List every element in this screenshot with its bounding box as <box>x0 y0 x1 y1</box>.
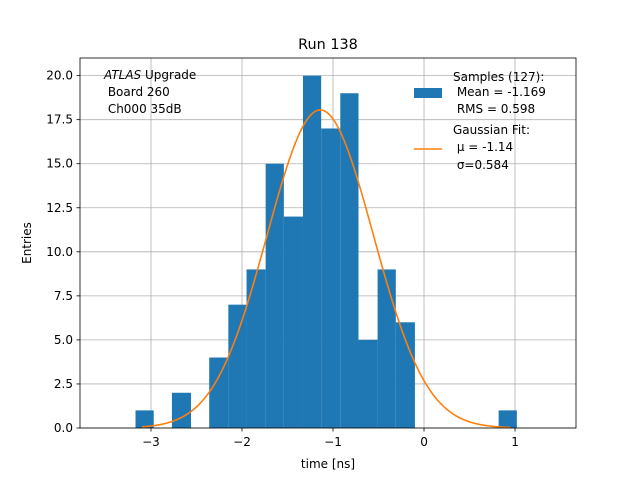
histogram-bar <box>395 322 415 428</box>
y-axis-label: Entries <box>20 222 34 264</box>
annotation-italic-word: ATLAS <box>103 68 142 82</box>
y-tick-label: 15.0 <box>46 157 73 171</box>
annotation-line-2: Board 260 <box>104 85 170 99</box>
histogram-bar <box>171 392 192 428</box>
x-axis-label: time [ns] <box>301 457 355 471</box>
x-tick-label: −1 <box>324 435 342 449</box>
chart-title: Run 138 <box>298 37 358 53</box>
histogram-bar <box>358 339 378 428</box>
gaussian-fit-curve <box>141 109 511 429</box>
y-tick-label: 7.5 <box>54 289 73 303</box>
x-tick-label: −2 <box>233 435 251 449</box>
annotation-line-1: ATLAS Upgrade <box>103 68 196 82</box>
y-tick-label: 2.5 <box>54 377 73 391</box>
atlas-annotation: ATLAS Upgrade Board 260 Ch000 35dB <box>103 68 196 116</box>
legend-histogram-swatch <box>414 88 442 98</box>
histogram-bar <box>377 269 396 428</box>
annotation-line-1-rest: Upgrade <box>141 68 196 82</box>
legend-fit-label: Gaussian Fit: <box>453 123 530 137</box>
legend-histogram-label: Samples (127): <box>453 70 544 84</box>
y-tick-label: 10.0 <box>46 245 73 259</box>
histogram-bar <box>209 357 229 428</box>
plot-frame <box>79 57 577 429</box>
legend-histogram-rms: RMS = 0.598 <box>453 102 535 116</box>
x-tick-label: 0 <box>420 435 428 449</box>
y-tick-label: 20.0 <box>46 69 73 83</box>
histogram-bar <box>246 269 266 428</box>
y-tick-label: 17.5 <box>46 113 73 127</box>
y-tick-label: 12.5 <box>46 201 73 215</box>
histogram-bar <box>283 216 303 428</box>
histogram-bar <box>498 410 517 428</box>
legend-histogram-mean: Mean = -1.169 <box>453 85 546 99</box>
annotation-line-3: Ch000 35dB <box>104 102 182 116</box>
x-tick-label: 1 <box>511 435 519 449</box>
x-axis-ticks: −3 −2 −1 0 1 <box>142 428 519 449</box>
histogram-bar <box>265 163 284 428</box>
legend-fit-sigma: σ=0.584 <box>453 158 509 172</box>
x-tick-label: −3 <box>142 435 160 449</box>
legend: Samples (127): Mean = -1.169 RMS = 0.598… <box>414 70 546 172</box>
fit-line <box>141 109 511 429</box>
histogram-bar <box>321 128 341 428</box>
histogram-bar <box>228 304 247 428</box>
histogram-bar <box>135 410 154 428</box>
histogram-bar <box>302 75 322 428</box>
histogram-bar <box>340 93 359 428</box>
y-tick-label: 0.0 <box>54 421 73 435</box>
legend-fit-mu: μ = -1.14 <box>453 140 513 154</box>
y-tick-label: 5.0 <box>54 333 73 347</box>
histogram-bars <box>135 75 517 428</box>
y-axis-ticks: 0.0 2.5 5.0 7.5 10.0 12.5 15.0 17.5 20.0 <box>46 69 80 435</box>
